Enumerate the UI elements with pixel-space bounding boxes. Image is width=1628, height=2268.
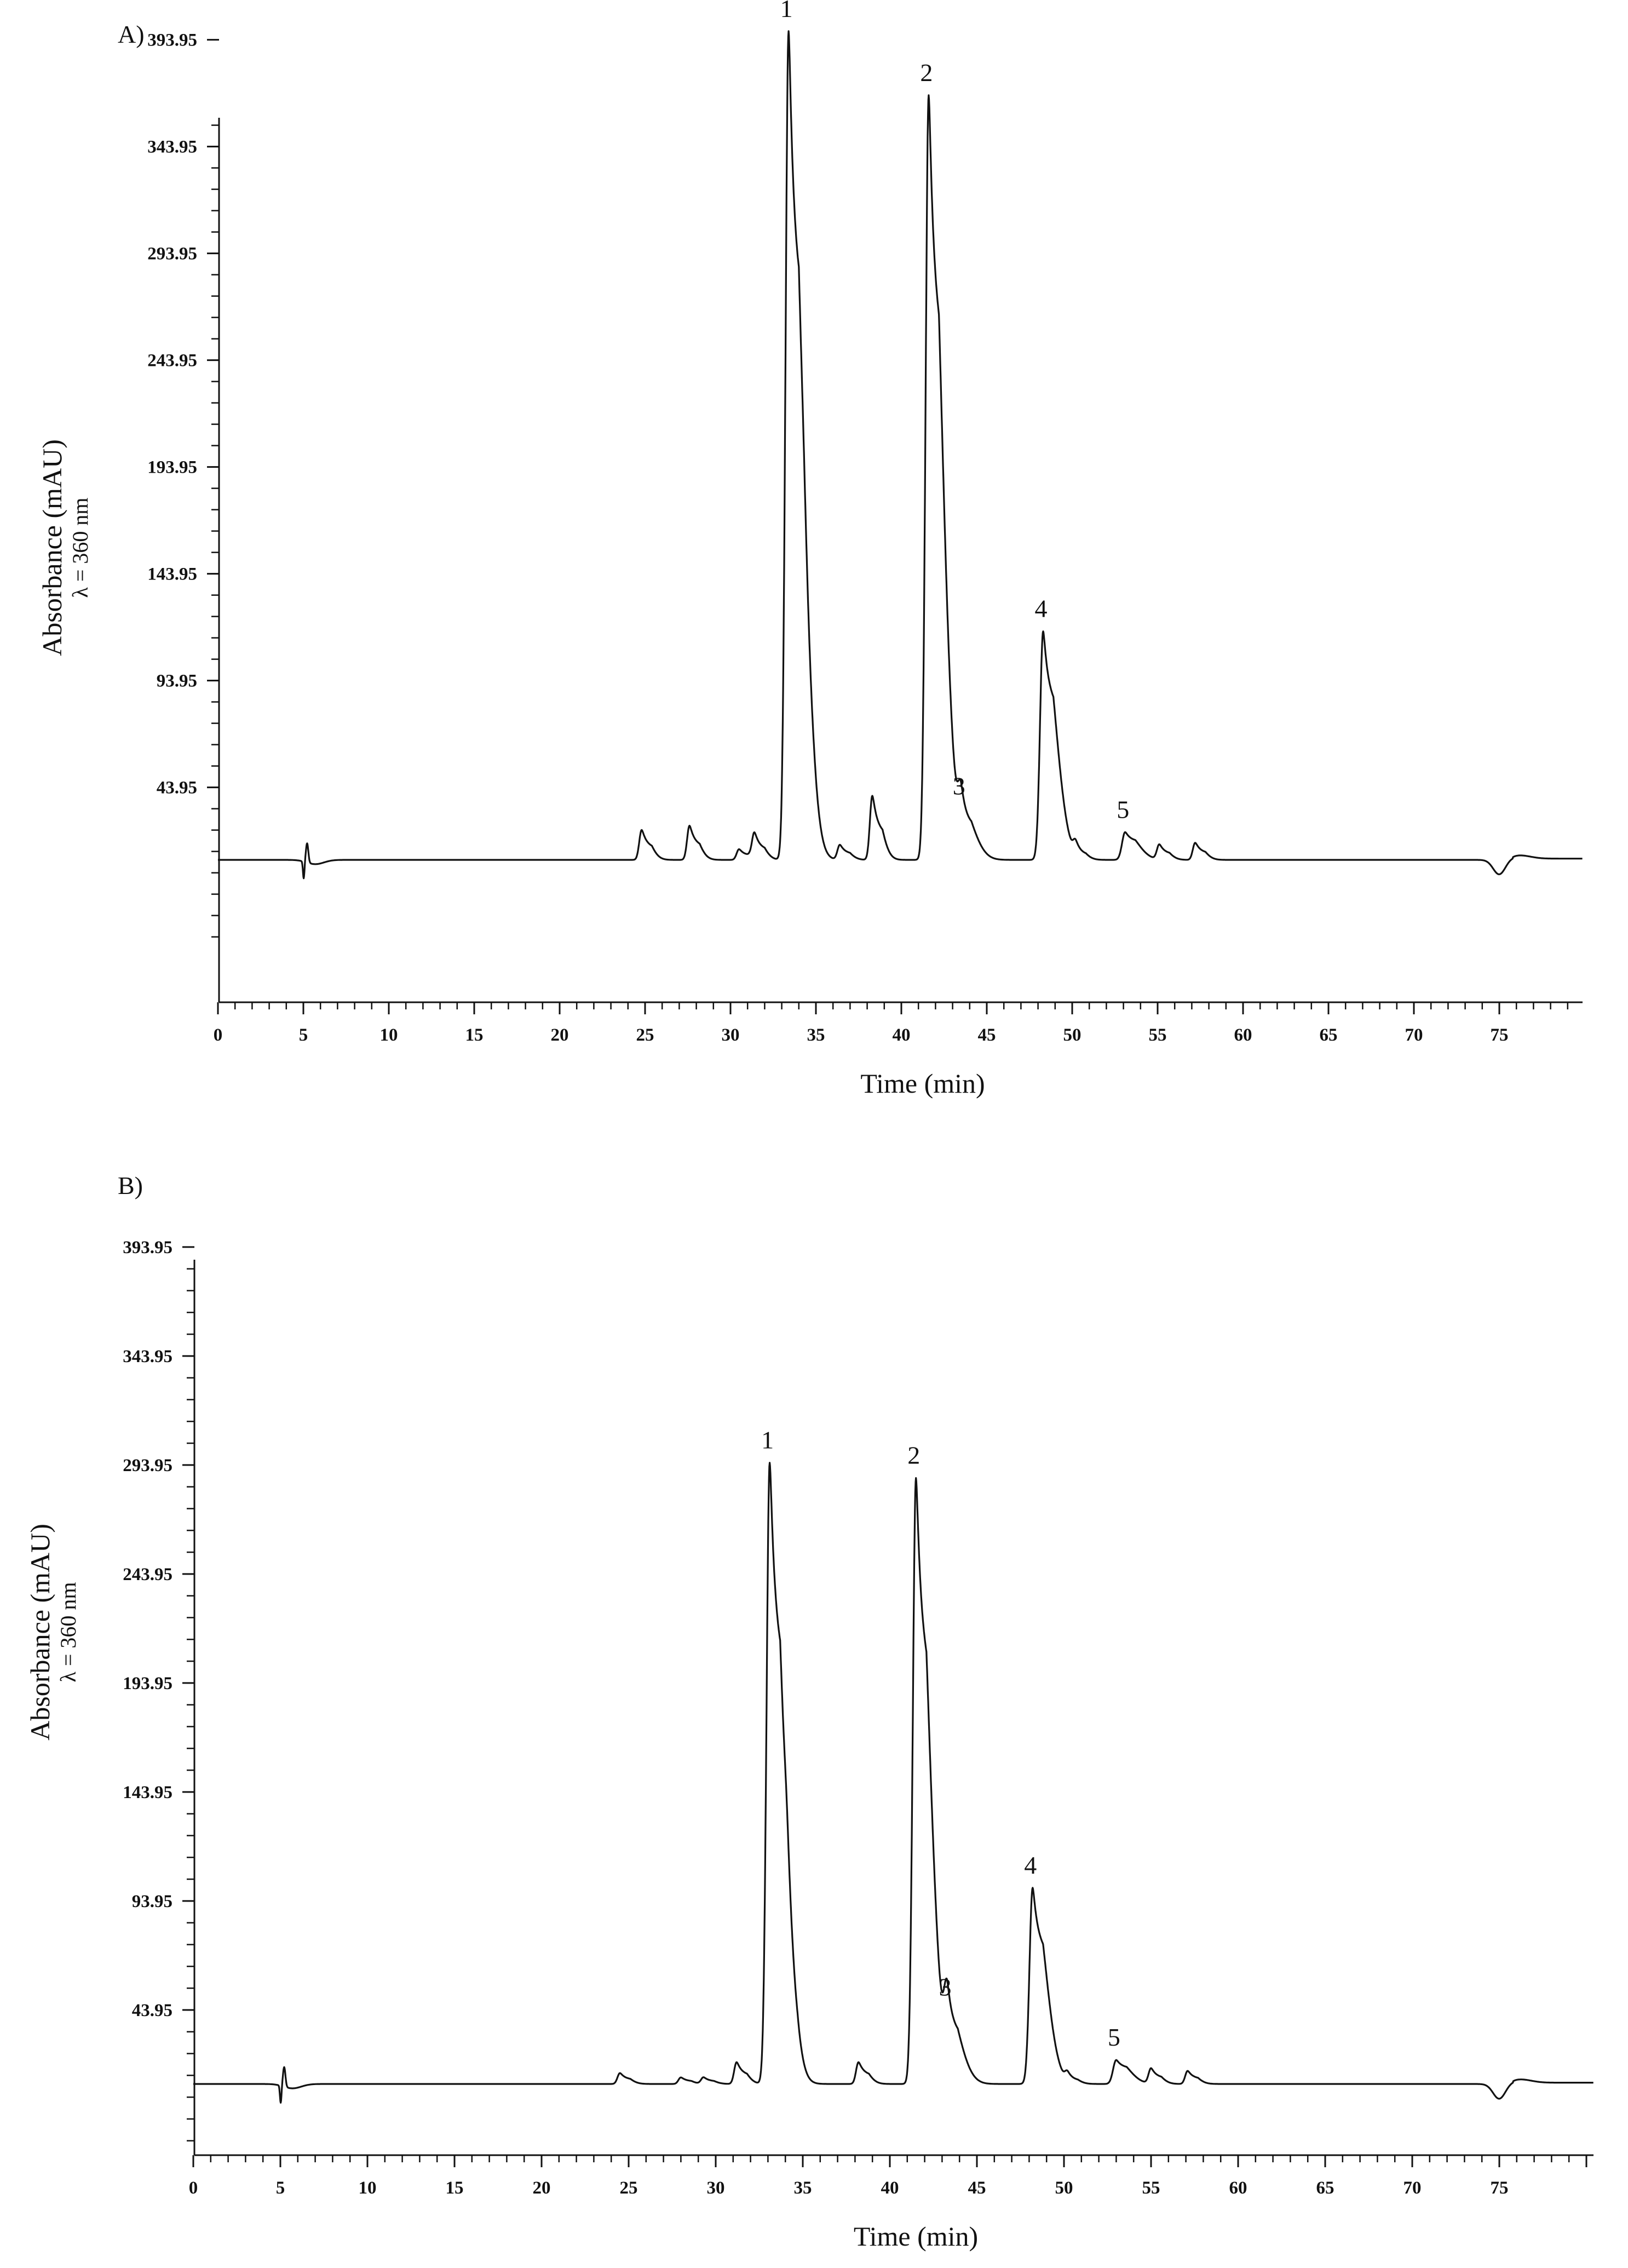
x-tick-label: 45: [968, 2178, 986, 2198]
x-tick-label: 10: [359, 2178, 377, 2198]
x-tick-label: 30: [722, 1025, 740, 1045]
x-tick-label: 70: [1405, 1025, 1423, 1045]
chromatogram-trace: [217, 30, 1583, 880]
chromatogram-panel-a: A) 43.95 93.95 143.95 193.95 243.95 293.95 343.…: [37, 0, 1583, 1099]
y-tick-label: 143.95: [123, 1783, 172, 1802]
x-tick-label: 60: [1229, 2178, 1247, 2198]
y-axis-wavelength: λ = 360 nm: [56, 1582, 80, 1682]
x-tick-label: 40: [893, 1025, 911, 1045]
y-tick-label: 193.95: [123, 1674, 172, 1693]
x-tick-label: 65: [1320, 1025, 1338, 1045]
y-tick-label: 393.95: [147, 31, 197, 50]
x-tick-label: 55: [1149, 1025, 1167, 1045]
x-tick-label: 30: [707, 2178, 725, 2198]
y-tick-label: 343.95: [123, 1347, 172, 1366]
x-tick-label: 5: [276, 2178, 285, 2198]
x-tick-label: 35: [794, 2178, 812, 2198]
x-tick-label: 20: [533, 2178, 551, 2198]
y-tick-label: 143.95: [147, 565, 197, 584]
peak-label: 5: [1117, 795, 1129, 823]
x-tick-label: 0: [189, 2178, 198, 2198]
x-tick-label: 35: [807, 1025, 825, 1045]
y-axis-title: Absorbance (mAU): [25, 1524, 55, 1741]
x-tick-label: 10: [380, 1025, 398, 1045]
panel-label: A): [118, 20, 145, 48]
x-tick-label: 0: [214, 1025, 223, 1045]
peak-label: 3: [953, 772, 965, 800]
y-tick-label: 43.95: [132, 2001, 172, 2020]
peak-label: 5: [1108, 2023, 1120, 2051]
y-tick-label: 93.95: [132, 1892, 172, 1911]
x-tick-label: 70: [1403, 2178, 1422, 2198]
y-tick-label: 293.95: [123, 1456, 172, 1475]
chromatogram-panel-b: B) 43.95 93.95 143.95 193.95 243.95 293.95 343.…: [25, 1172, 1594, 2252]
peak-label: 1: [780, 0, 793, 22]
y-axis-wavelength: λ = 360 nm: [68, 497, 93, 598]
y-tick-label: 343.95: [147, 137, 197, 157]
x-tick-label: 25: [620, 2178, 638, 2198]
y-axis-title: Absorbance (mAU): [37, 439, 67, 656]
x-tick-label: 50: [1063, 1025, 1082, 1045]
x-tick-label: 25: [636, 1025, 654, 1045]
peak-label: 2: [907, 1442, 920, 1469]
x-axis-title: Time (min): [854, 2221, 978, 2252]
peak-label: 4: [1024, 1851, 1037, 1879]
peak-label: 3: [939, 1973, 951, 2001]
x-tick-label: 5: [299, 1025, 308, 1045]
x-tick-label: 15: [446, 2178, 464, 2198]
x-tick-label: 15: [465, 1025, 484, 1045]
peak-label: 1: [761, 1426, 774, 1454]
peak-label: 2: [920, 59, 933, 87]
x-tick-label: 60: [1234, 1025, 1252, 1045]
y-tick-label: 43.95: [157, 778, 197, 798]
x-tick-label: 75: [1491, 1025, 1509, 1045]
x-tick-label: 65: [1316, 2178, 1334, 2198]
y-tick-label: 243.95: [147, 351, 197, 371]
chromatogram-trace: [193, 1462, 1594, 2104]
x-tick-label: 75: [1491, 2178, 1509, 2198]
y-tick-label: 393.95: [123, 1238, 172, 1258]
peak-label: 4: [1034, 595, 1047, 623]
y-tick-label: 293.95: [147, 244, 197, 264]
x-tick-label: 45: [978, 1025, 996, 1045]
y-tick-label: 243.95: [123, 1565, 172, 1584]
x-tick-label: 40: [881, 2178, 899, 2198]
panel-label: B): [118, 1172, 143, 1199]
x-tick-label: 20: [551, 1025, 569, 1045]
x-tick-label: 55: [1142, 2178, 1160, 2198]
y-tick-label: 193.95: [147, 458, 197, 478]
x-tick-label: 50: [1055, 2178, 1073, 2198]
y-tick-label: 93.95: [157, 671, 197, 691]
x-axis-title: Time (min): [860, 1068, 985, 1099]
